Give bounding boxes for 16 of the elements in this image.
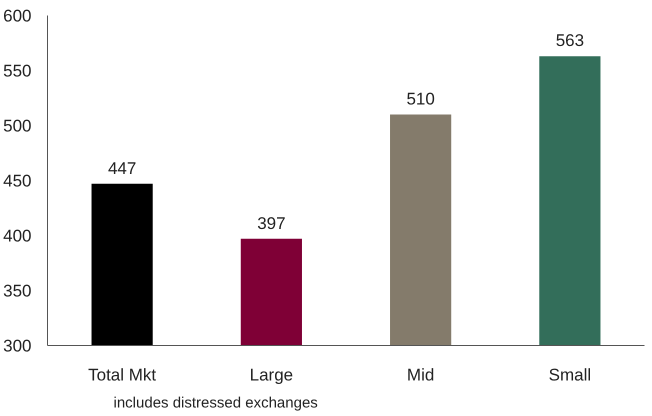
x-tick-label: Total Mkt xyxy=(88,366,156,384)
y-tick-label: 400 xyxy=(3,226,32,246)
data-label: 447 xyxy=(108,158,136,178)
y-tick-label: 450 xyxy=(3,172,32,190)
y-tick-label: 500 xyxy=(3,116,32,136)
y-tick-label: 300 xyxy=(3,336,32,356)
x-tick-label: Small xyxy=(548,366,592,384)
data-label: 563 xyxy=(556,31,584,50)
data-label: 510 xyxy=(406,90,435,108)
y-tick-label: 600 xyxy=(3,6,32,26)
data-label: 397 xyxy=(257,214,286,233)
y-tick-label: 550 xyxy=(3,62,32,80)
x-tick-label: Large xyxy=(250,366,294,384)
x-tick-label: Mid xyxy=(406,366,434,384)
text: includes distressed exchanges xyxy=(114,394,318,412)
y-tick-label: 350 xyxy=(3,282,32,300)
